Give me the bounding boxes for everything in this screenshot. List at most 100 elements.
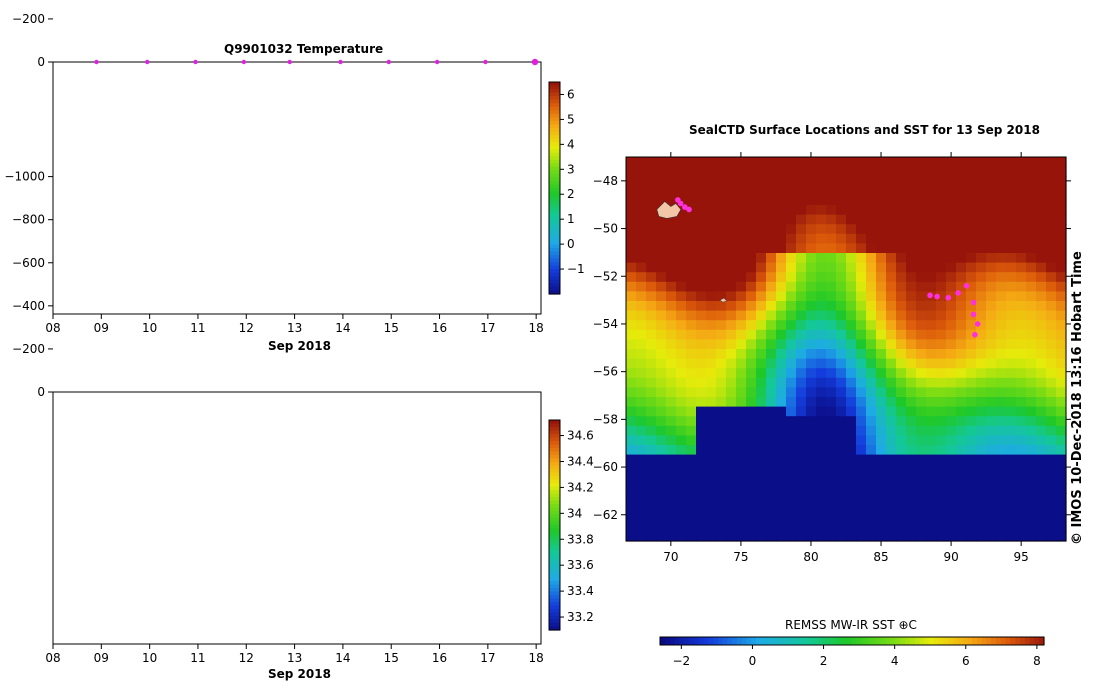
sst-cell <box>936 531 947 542</box>
sst-cell <box>1036 531 1047 542</box>
sst-cell <box>806 406 817 417</box>
sst-colorbar-segment <box>789 637 795 645</box>
sst-cell <box>666 493 677 504</box>
sst-cell <box>996 349 1007 360</box>
sst-cell <box>716 397 727 408</box>
sst-cell <box>996 416 1007 427</box>
sst-cell <box>716 281 727 292</box>
sst-cell <box>756 224 767 235</box>
sst-cell <box>1016 473 1027 484</box>
sst-cell <box>666 291 677 302</box>
sst-cell <box>976 406 987 417</box>
sst-cell <box>856 358 867 369</box>
sst-cell <box>976 521 987 532</box>
sst-cell <box>906 185 917 196</box>
sst-cell <box>906 224 917 235</box>
sst-cell <box>656 464 667 475</box>
sst-cell <box>836 445 847 456</box>
x-tick-label: 11 <box>190 651 205 665</box>
sst-cell <box>756 262 767 273</box>
sst-cell <box>676 493 687 504</box>
sst-cell <box>946 253 957 264</box>
sst-cell <box>766 291 777 302</box>
temperature-colorbar-segment <box>549 184 560 189</box>
sst-cell <box>966 445 977 456</box>
sst-cell <box>956 416 967 427</box>
sst-cell <box>736 493 747 504</box>
sst-cell <box>726 435 737 446</box>
sst-cell <box>746 233 757 244</box>
sst-map-title: SealCTD Surface Locations and SST for 13… <box>689 123 1040 137</box>
sst-cell <box>626 397 637 408</box>
sst-cell <box>896 512 907 523</box>
sst-cell <box>696 185 707 196</box>
sst-colorbar-segment <box>799 637 805 645</box>
sst-cell <box>926 243 937 254</box>
sst-cell <box>756 493 767 504</box>
sst-cell <box>916 445 927 456</box>
sst-cell <box>656 272 667 283</box>
sst-cell <box>676 368 687 379</box>
sst-cell <box>806 301 817 312</box>
sst-cell <box>946 387 957 398</box>
sst-cell <box>926 377 937 388</box>
sst-cell <box>986 464 997 475</box>
sst-cell <box>666 233 677 244</box>
sst-cell <box>636 358 647 369</box>
sst-cell <box>1056 397 1067 408</box>
sst-cell <box>996 512 1007 523</box>
salinity-colorbar-segment <box>549 483 560 488</box>
sst-cell <box>776 329 787 340</box>
sst-cell <box>1036 425 1047 436</box>
sst-cell <box>626 224 637 235</box>
sst-colorbar-segment <box>717 637 723 645</box>
sst-cell <box>786 253 797 264</box>
sst-cell <box>896 301 907 312</box>
salinity-colorbar-segment <box>549 598 560 603</box>
sst-cell <box>756 521 767 532</box>
sst-cell <box>676 272 687 283</box>
temperature-colorbar-segment <box>549 124 560 129</box>
sst-cell <box>766 339 777 350</box>
sst-cell <box>846 349 857 360</box>
sst-cell <box>636 502 647 513</box>
sst-cell <box>796 320 807 331</box>
sst-cell <box>796 445 807 456</box>
sst-cell <box>776 339 787 350</box>
sst-cell <box>756 425 767 436</box>
sst-cell <box>976 301 987 312</box>
map-x-tick-label: 85 <box>873 550 888 564</box>
sst-cell <box>1046 195 1057 206</box>
sst-cell <box>1006 329 1017 340</box>
salinity-colorbar-segment <box>549 423 560 428</box>
sst-cell <box>746 464 757 475</box>
sst-cell <box>856 416 867 427</box>
sst-cell <box>916 339 927 350</box>
sst-cell <box>896 291 907 302</box>
sst-cell <box>836 243 847 254</box>
sst-cell <box>706 454 717 465</box>
sst-cell <box>1026 253 1037 264</box>
sst-cell <box>696 358 707 369</box>
temperature-colorbar-segment <box>549 198 560 203</box>
sst-cell <box>686 416 697 427</box>
sst-cell <box>696 473 707 484</box>
sst-colorbar-label: REMSS MW-IR SST ⊕C <box>785 618 917 632</box>
sst-cell <box>976 195 987 206</box>
sst-cell <box>966 233 977 244</box>
sst-cell <box>946 291 957 302</box>
sst-cell <box>796 483 807 494</box>
sst-cell <box>786 185 797 196</box>
sst-cell <box>796 349 807 360</box>
sst-cell <box>746 493 757 504</box>
sst-cell <box>686 512 697 523</box>
salinity-colorbar-segment <box>549 549 560 554</box>
sst-cell <box>926 253 937 264</box>
sst-cell <box>876 205 887 216</box>
sst-cell <box>826 512 837 523</box>
sst-cell <box>1026 502 1037 513</box>
sst-cell <box>1016 291 1027 302</box>
sst-cell <box>636 473 647 484</box>
sst-cell <box>696 368 707 379</box>
sst-cell <box>786 368 797 379</box>
